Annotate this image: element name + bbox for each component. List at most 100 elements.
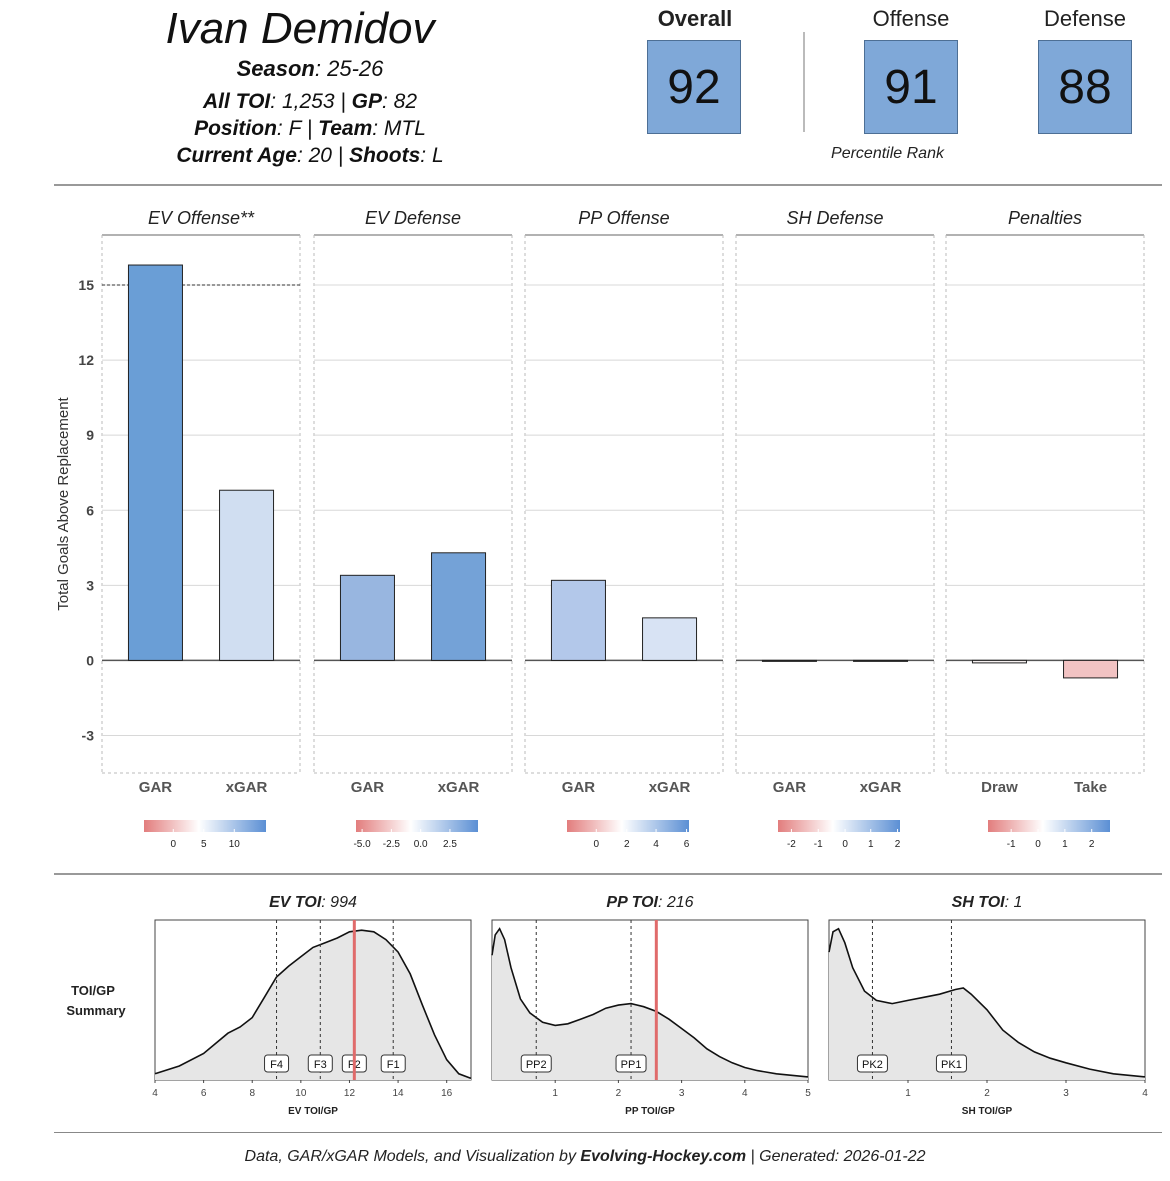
x-tick-label: GAR [139, 779, 173, 796]
shoots-label: Shoots [349, 144, 421, 167]
role-label: PP2 [526, 1059, 547, 1071]
defense-label: Defense [1044, 6, 1126, 31]
y-tick-label: 12 [78, 352, 94, 368]
x-tick-label: Draw [981, 779, 1018, 796]
toi-title-value: : 994 [321, 894, 357, 911]
row-label-line2: Summary [66, 1003, 126, 1018]
x-tick-label: GAR [351, 779, 385, 796]
toi-title-label: PP TOI [606, 894, 658, 911]
score-divider [803, 32, 805, 132]
y-tick-label: 3 [86, 577, 94, 593]
y-tick-label: 0 [86, 652, 94, 668]
scale-tick-label: -1 [814, 839, 823, 850]
scale-tick-label: -2.5 [383, 839, 401, 850]
scale-tick-label: 10 [229, 839, 241, 850]
x-tick-label: xGAR [860, 779, 902, 796]
role-label-box [307, 1054, 333, 1073]
footer-prefix: Data, GAR/xGAR Models, and Visualization… [244, 1148, 581, 1165]
scale-tick-label: -5.0 [353, 839, 371, 850]
panel-title: SH Defense [786, 208, 883, 228]
color-scale-bar [144, 820, 266, 832]
bar-gar [761, 659, 817, 662]
age-label: Current Age [176, 144, 297, 167]
scale-tick-label: 1 [1062, 839, 1068, 850]
color-scale-bar [567, 820, 689, 832]
role-label-box [615, 1054, 647, 1073]
x-tick-label: 10 [295, 1088, 307, 1099]
panel-title: Penalties [1008, 208, 1082, 228]
role-label: F1 [387, 1059, 400, 1071]
bar-gar [550, 579, 606, 661]
x-tick-label: GAR [562, 779, 596, 796]
position-label: Position [194, 117, 277, 140]
offense-score-box: 91 [864, 40, 958, 134]
x-tick-label: 3 [679, 1088, 685, 1099]
x-tick-label: Take [1074, 779, 1107, 796]
scale-tick-label: 0 [842, 839, 848, 850]
scale-tick-label: -2 [787, 839, 796, 850]
bar-gar [339, 574, 395, 661]
overall-score-box: 92 [647, 40, 741, 134]
bar-xgar [853, 659, 909, 662]
bar-xgar [642, 617, 698, 661]
x-tick-label: 14 [393, 1088, 405, 1099]
scale-tick-label: 6 [684, 839, 690, 850]
scale-tick-label: 0 [170, 839, 176, 850]
toi-value: 1,253 [281, 90, 335, 113]
season-line: Season: 25-26 [236, 56, 384, 81]
role-label-box [264, 1054, 290, 1073]
x-tick-label: 4 [1142, 1088, 1148, 1099]
scale-tick-label: 2 [895, 839, 901, 850]
role-label: F4 [270, 1059, 283, 1071]
bar-take [1063, 659, 1119, 679]
x-tick-label: 12 [344, 1088, 356, 1099]
scale-tick-label: 0 [1035, 839, 1041, 850]
x-tick-label: 4 [152, 1088, 158, 1099]
bar-gar [127, 264, 183, 661]
overall-label: Overall [657, 6, 733, 31]
x-tick-label: xGAR [226, 779, 268, 796]
scale-tick-label: 0.0 [414, 839, 428, 850]
footer-site: Evolving-Hockey.com [580, 1148, 747, 1165]
x-tick-label: 4 [742, 1088, 748, 1099]
scale-tick-label: -1 [1007, 839, 1016, 850]
position-value: F [288, 117, 302, 140]
x-tick-label: 16 [441, 1088, 453, 1099]
role-label: PK2 [862, 1059, 883, 1071]
team-value: MTL [383, 117, 426, 140]
x-axis-label: EV TOI/GP [288, 1106, 338, 1117]
scale-tick-label: 2.5 [443, 839, 457, 850]
x-tick-label: 3 [1063, 1088, 1069, 1099]
gar-bar-chart: Total Goals Above Replacement-303691215E… [55, 208, 1145, 850]
color-scale-bar [988, 820, 1110, 832]
offense-label: Offense [872, 6, 950, 31]
bar-xgar [219, 489, 275, 661]
density-area [829, 928, 1145, 1080]
y-tick-label: 15 [78, 277, 94, 293]
toi-panel-title: PP TOI: 216 [606, 894, 693, 911]
scale-tick-label: 0 [593, 839, 599, 850]
player-name: Ivan Demidov [165, 4, 435, 53]
role-label-box [935, 1054, 967, 1073]
bar-xgar [431, 552, 487, 661]
team-label: Team [318, 117, 373, 140]
toi-title-label: SH TOI [952, 894, 1006, 911]
scale-tick-label: 5 [201, 839, 207, 850]
toi-label: All TOI [202, 90, 271, 113]
y-tick-label: -3 [82, 727, 95, 743]
y-tick-label: 6 [86, 502, 94, 518]
role-label-box [856, 1054, 888, 1073]
role-label: PP1 [621, 1059, 642, 1071]
scale-tick-label: 2 [624, 839, 630, 850]
y-axis-label: Total Goals Above Replacement [55, 396, 72, 610]
footer-suffix: | Generated: 2026-01-22 [746, 1148, 926, 1165]
age-value: 20 [308, 144, 332, 167]
scale-tick-label: 2 [1089, 839, 1095, 850]
gp-value: 82 [393, 90, 418, 113]
role-label-box [520, 1054, 552, 1073]
toi-panel-title: SH TOI: 1 [952, 894, 1023, 911]
season-value: 25-26 [327, 56, 384, 81]
x-tick-label: GAR [773, 779, 807, 796]
row-label-line1: TOI/GP [71, 983, 115, 998]
